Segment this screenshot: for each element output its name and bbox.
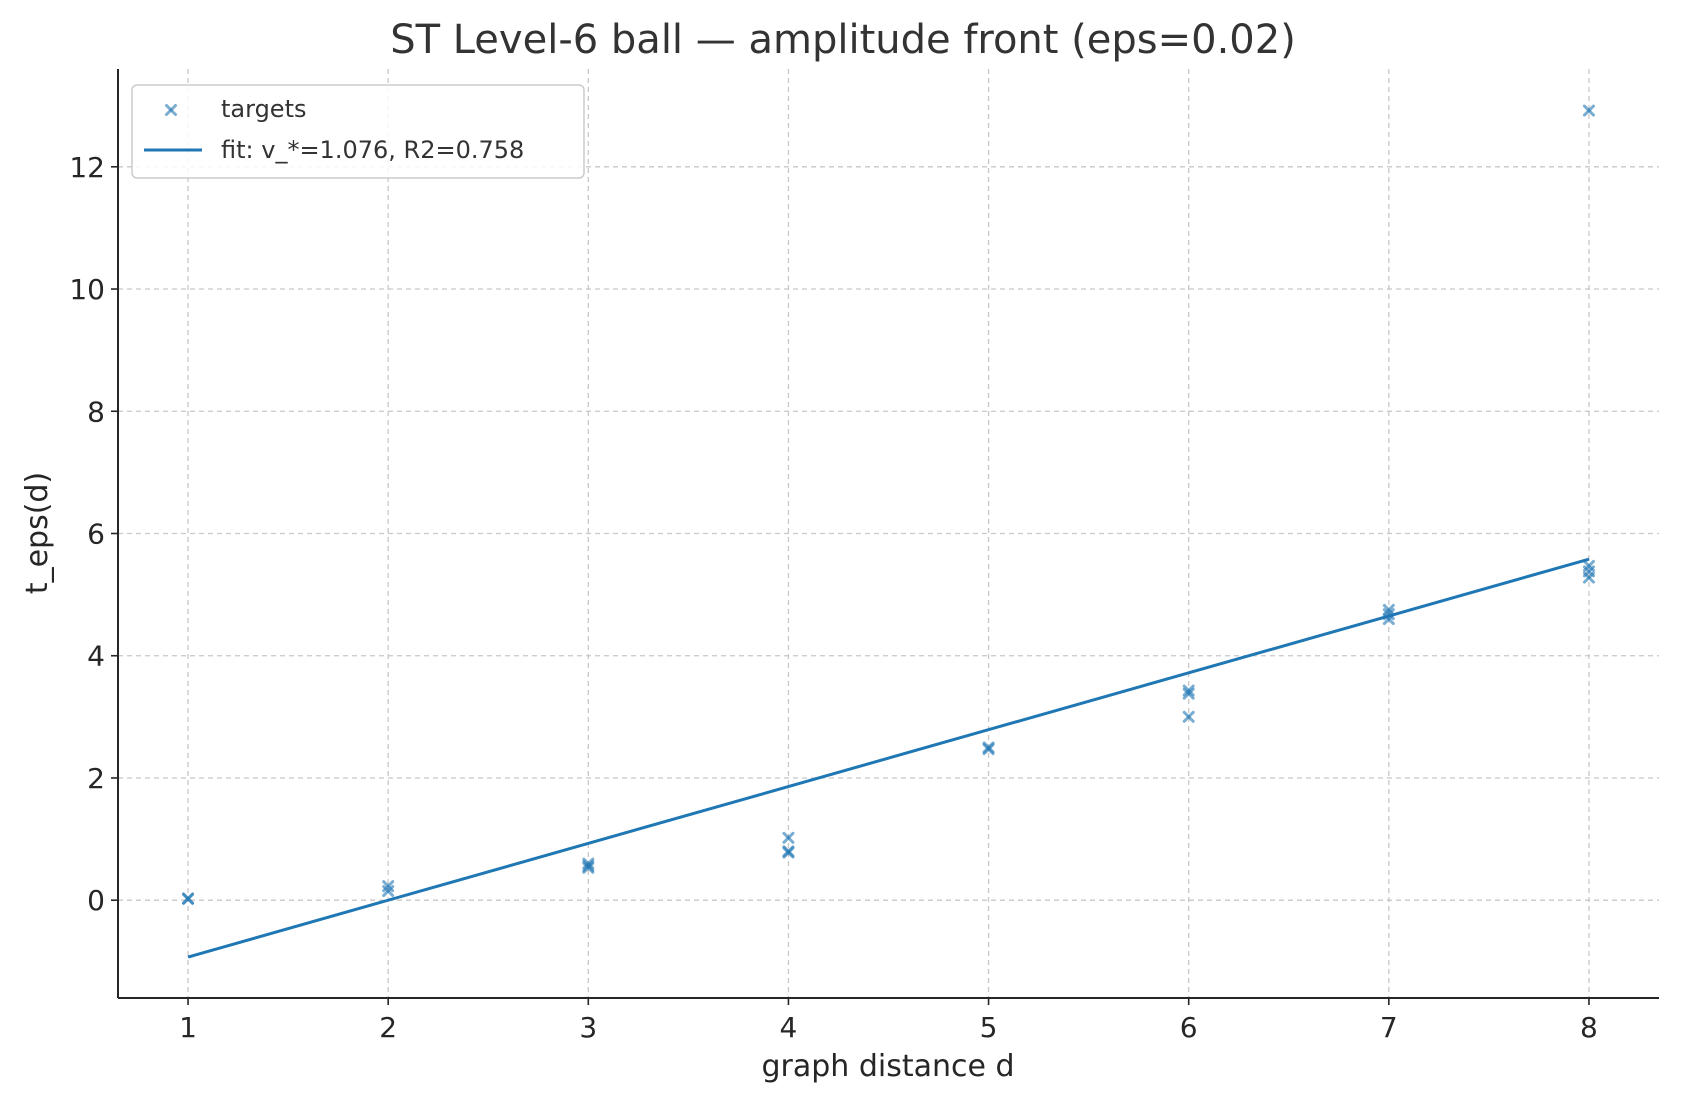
y-tick-label: 8 xyxy=(87,395,105,428)
grid xyxy=(118,69,1659,998)
scatter-point xyxy=(1182,710,1195,723)
legend-frame xyxy=(131,84,585,179)
legend-x-glyph xyxy=(165,104,177,116)
legend: targets fit: v_*=1.076, R2=0.758 xyxy=(131,84,585,179)
legend-targets-label: targets xyxy=(221,95,306,123)
y-tick-label: 6 xyxy=(87,518,105,551)
scatter-point xyxy=(1182,687,1195,700)
x-tick-label: 3 xyxy=(579,1011,597,1044)
x-tick-label: 2 xyxy=(379,1011,397,1044)
fit-line xyxy=(187,557,1590,959)
y-tick-label: 2 xyxy=(87,762,105,795)
legend-fit-label: fit: v_*=1.076, R2=0.758 xyxy=(221,136,524,164)
x-tick-label: 6 xyxy=(1180,1011,1198,1044)
scatter-point xyxy=(982,743,995,756)
y-tick-label: 12 xyxy=(69,151,105,184)
x-tick-label: 5 xyxy=(980,1011,998,1044)
scatter-point xyxy=(1582,571,1595,584)
x-tick-label: 1 xyxy=(179,1011,197,1044)
y-axis-label: t_eps(d) xyxy=(20,472,55,594)
scatter-point xyxy=(1382,613,1395,626)
chart-title: ST Level-6 ball — amplitude front (eps=0… xyxy=(390,17,1296,63)
scatter-point xyxy=(1582,104,1595,117)
scatter-point xyxy=(382,885,395,898)
plot-data xyxy=(182,104,1595,959)
scatter-point xyxy=(782,831,795,844)
scatter-point xyxy=(182,892,195,905)
y-tick-label: 10 xyxy=(69,273,105,306)
scatter-point xyxy=(582,859,595,872)
legend-targets-marker xyxy=(165,104,177,116)
x-tick-label: 4 xyxy=(780,1011,798,1044)
scatter-point xyxy=(1182,684,1195,697)
y-tick-label: 0 xyxy=(87,884,105,917)
y-tick-label: 4 xyxy=(87,640,105,673)
x-tick-label: 7 xyxy=(1380,1011,1398,1044)
x-tick-label: 8 xyxy=(1580,1011,1598,1044)
x-axis-label: graph distance d xyxy=(761,1049,1014,1084)
scatter-point xyxy=(782,846,795,859)
